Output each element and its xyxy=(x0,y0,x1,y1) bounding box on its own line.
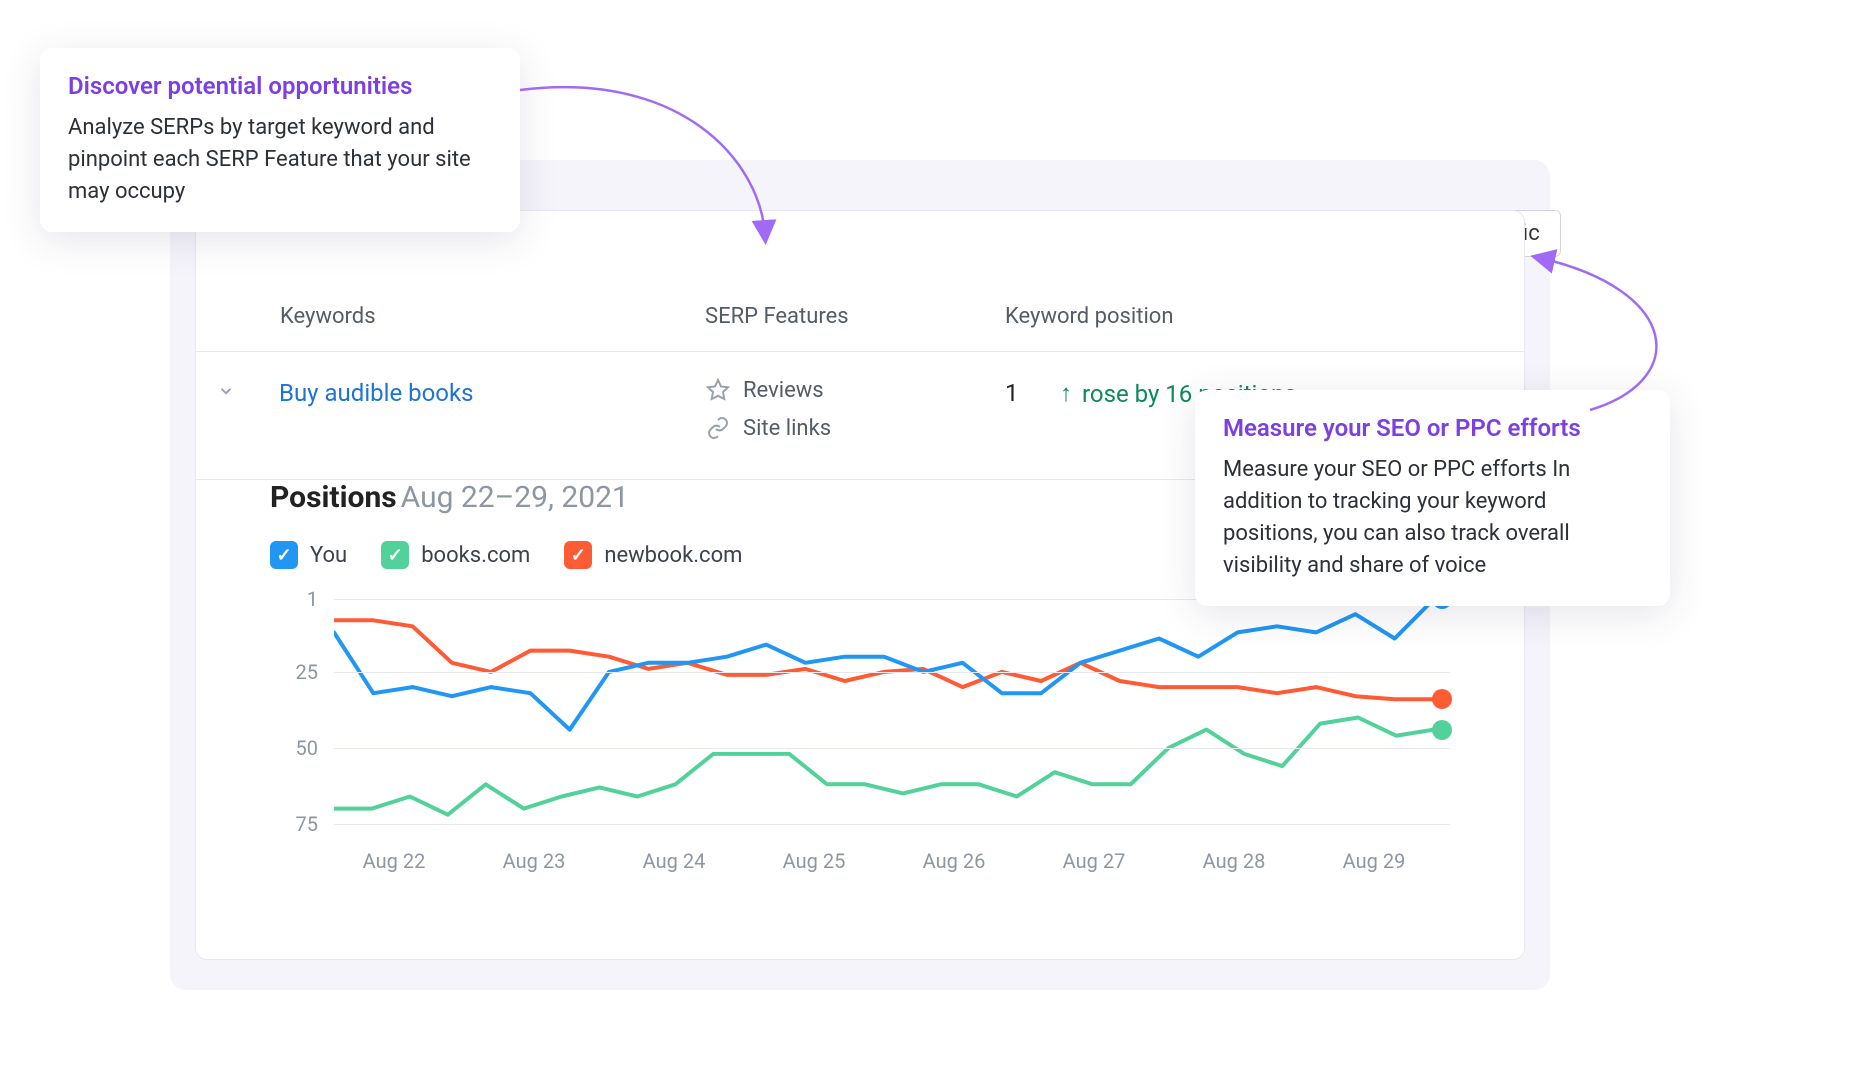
chart-plot-area: Aug 22 Aug 23 Aug 24 Aug 25 Aug 26 Aug 27 Aug … xyxy=(270,599,1450,879)
x-tick-label: Aug 27 xyxy=(1034,849,1154,873)
col-keywords: Keywords xyxy=(280,304,705,329)
chart-svg xyxy=(334,599,1434,839)
legend-label: newbook.com xyxy=(604,543,742,568)
serp-feature-reviews: Reviews xyxy=(705,377,1005,403)
col-serp-features: SERP Features xyxy=(705,304,1005,329)
callout-body: Measure your SEO or PPC efforts In addit… xyxy=(1223,454,1642,582)
arrow-up-icon: ↑ xyxy=(1060,379,1072,408)
position-value: 1 xyxy=(1005,379,1060,407)
x-tick-label: Aug 25 xyxy=(754,849,874,873)
gridline xyxy=(334,672,1450,673)
y-tick-label: 75 xyxy=(270,812,318,836)
x-tick-label: Aug 24 xyxy=(614,849,734,873)
legend-label: You xyxy=(310,543,347,568)
chart-series-line xyxy=(334,599,1434,730)
callout-title: Discover potential opportunities xyxy=(68,72,492,100)
expand-chevron-icon[interactable] xyxy=(217,377,245,405)
legend-newbook[interactable]: ✓ newbook.com xyxy=(564,541,742,569)
col-keyword-position: Keyword position xyxy=(1005,304,1405,329)
chart-series-line xyxy=(334,718,1434,815)
annotation-arrow-2 xyxy=(1530,250,1730,420)
x-tick-label: Aug 28 xyxy=(1174,849,1294,873)
gridline xyxy=(334,824,1450,825)
chart-date-range-value: Aug 22–29, 2021 xyxy=(401,480,629,515)
legend-books[interactable]: ✓ books.com xyxy=(381,541,530,569)
y-tick-label: 25 xyxy=(270,660,318,684)
series-end-dot xyxy=(1432,720,1452,740)
x-tick-label: Aug 23 xyxy=(474,849,594,873)
callout-opportunities: Discover potential opportunities Analyze… xyxy=(40,48,520,232)
link-icon xyxy=(705,415,731,441)
star-icon xyxy=(705,377,731,403)
series-end-dot xyxy=(1432,689,1452,709)
gridline xyxy=(334,748,1450,749)
serp-feature-sitelinks: Site links xyxy=(705,415,1005,441)
checkbox-icon: ✓ xyxy=(381,541,409,569)
x-tick-label: Aug 29 xyxy=(1314,849,1434,873)
checkbox-icon: ✓ xyxy=(270,541,298,569)
callout-body: Analyze SERPs by target keyword and pinp… xyxy=(68,112,492,208)
y-tick-label: 1 xyxy=(270,587,318,611)
legend-you[interactable]: ✓ You xyxy=(270,541,347,569)
annotation-arrow-1 xyxy=(510,60,830,260)
table-header: Keywords SERP Features Keyword position xyxy=(195,280,1525,352)
serp-features-cell: Reviews Site links xyxy=(705,377,1005,453)
checkbox-icon: ✓ xyxy=(564,541,592,569)
y-tick-label: 50 xyxy=(270,736,318,760)
serp-feature-label: Reviews xyxy=(743,378,824,403)
chart-x-axis: Aug 22 Aug 23 Aug 24 Aug 25 Aug 26 Aug 27 Aug … xyxy=(334,849,1434,873)
legend-label: books.com xyxy=(421,543,530,568)
callout-measure: Measure your SEO or PPC efforts Measure … xyxy=(1195,390,1670,606)
chart-title: Positions xyxy=(270,480,397,515)
keyword-link[interactable]: Buy audible books xyxy=(279,377,705,407)
x-tick-label: Aug 26 xyxy=(894,849,1014,873)
serp-feature-label: Site links xyxy=(743,416,831,441)
x-tick-label: Aug 22 xyxy=(334,849,454,873)
